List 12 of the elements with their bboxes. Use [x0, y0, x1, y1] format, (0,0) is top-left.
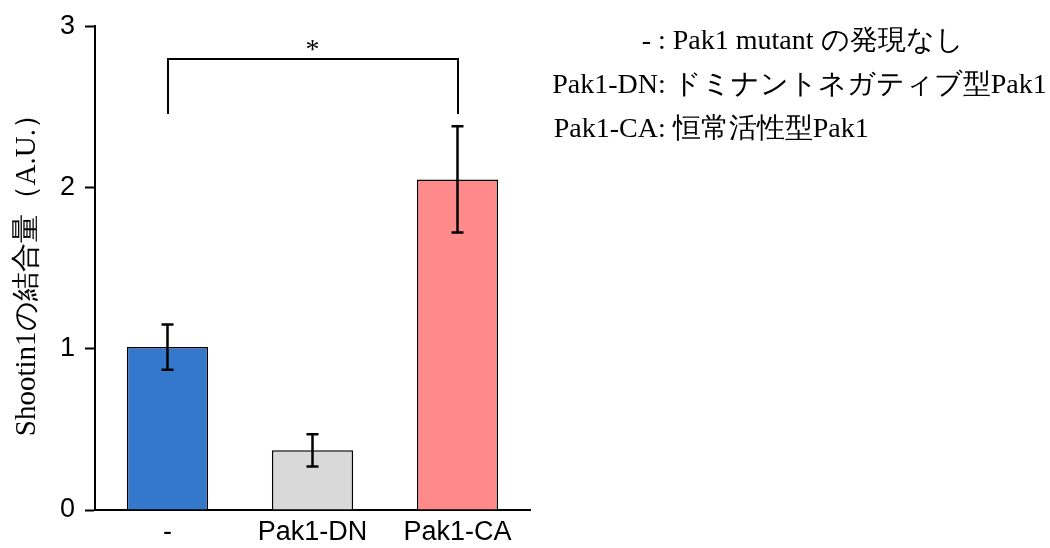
x-tick-label: Pak1-CA — [403, 515, 512, 546]
text: - : Pak1 mutant の発現なし — [640, 23, 965, 57]
y-tick-label: 3 — [59, 9, 75, 40]
text: Pak1-CA: 恒常活性型Pak1 — [552, 111, 870, 145]
y-tick-label: 1 — [59, 332, 75, 363]
y-tick-label: 2 — [59, 170, 75, 201]
y-tick-label: 0 — [59, 493, 75, 524]
x-tick-label: Pak1-DN — [257, 515, 368, 546]
y-axis-title: Shootin1の結合量（A.U.） — [9, 100, 42, 437]
annotation: * — [305, 33, 320, 65]
x-tick-label: - — [163, 515, 172, 546]
text: Pak1-DN: ドミナントネガティブ型Pak1 — [551, 67, 1047, 101]
